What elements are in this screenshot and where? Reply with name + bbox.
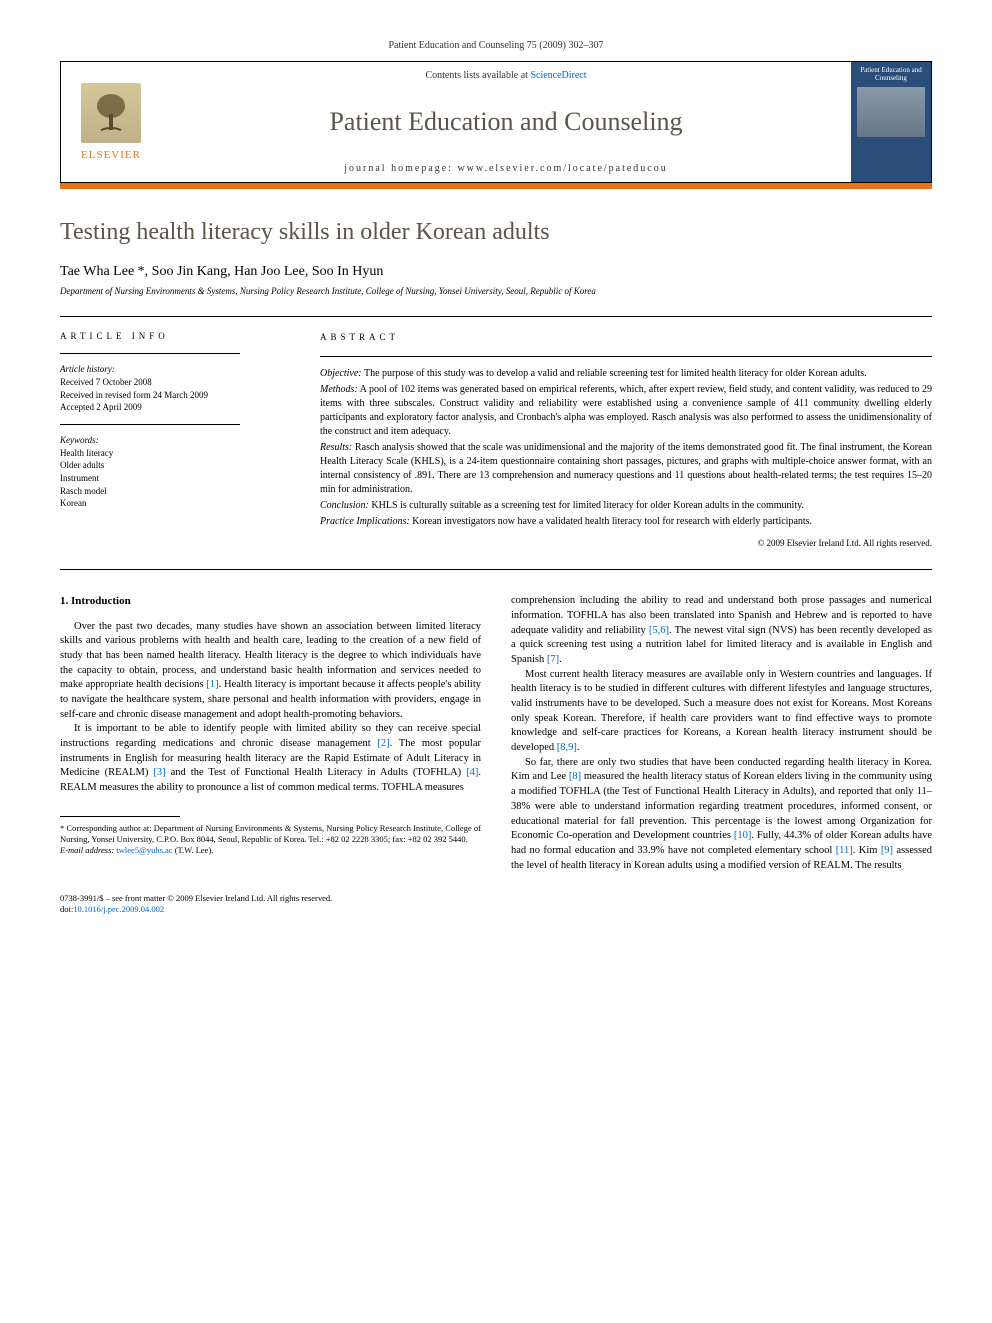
- revised-line: Received in revised form 24 March 2009: [60, 389, 280, 402]
- journal-cover-thumbnail[interactable]: Patient Education and Counseling: [851, 62, 931, 182]
- email-footnote: E-mail address: twlee5@yuhs.ac (T.W. Lee…: [60, 845, 481, 856]
- conclusion-text: KHLS is culturally suitable as a screeni…: [369, 500, 804, 511]
- contents-prefix: Contents lists available at: [425, 70, 530, 81]
- abstract-objective: Objective: The purpose of this study was…: [320, 367, 932, 381]
- abstract-conclusion: Conclusion: KHLS is culturally suitable …: [320, 499, 932, 513]
- keywords-label: Keywords:: [60, 435, 280, 445]
- footer-block: 0738-3991/$ – see front matter © 2009 El…: [60, 893, 932, 915]
- c2p3d: . Kim: [853, 845, 881, 856]
- ref-link[interactable]: [2]: [377, 738, 389, 749]
- p2c: and the Test of Functional Health Litera…: [166, 767, 466, 778]
- doi-link[interactable]: 10.1016/j.pec.2009.04.002: [73, 904, 164, 914]
- conclusion-label: Conclusion:: [320, 500, 369, 511]
- footer-copyright: 0738-3991/$ – see front matter © 2009 El…: [60, 893, 932, 904]
- abstract-heading: ABSTRACT: [320, 331, 932, 344]
- elsevier-text: ELSEVIER: [81, 149, 141, 161]
- elsevier-logo[interactable]: ELSEVIER: [61, 62, 161, 182]
- methods-text: A pool of 102 items was generated based …: [320, 384, 932, 437]
- divider: [60, 569, 932, 570]
- sciencedirect-link[interactable]: ScienceDirect: [530, 70, 586, 81]
- journal-banner: ELSEVIER Contents lists available at Sci…: [60, 61, 932, 183]
- ref-link[interactable]: [11]: [836, 845, 853, 856]
- journal-name: Patient Education and Counseling: [329, 107, 682, 137]
- ref-link[interactable]: [10]: [734, 830, 752, 841]
- article-info-sidebar: ARTICLE INFO Article history: Received 7…: [60, 317, 300, 549]
- corresponding-author-footnote: * Corresponding author at: Department of…: [60, 823, 481, 845]
- col2-para-3: So far, there are only two studies that …: [511, 756, 932, 874]
- ref-link[interactable]: [1]: [206, 679, 218, 690]
- left-column: 1. Introduction Over the past two decade…: [60, 594, 481, 873]
- c2p1c: .: [559, 654, 562, 665]
- footnote-separator: [60, 816, 180, 817]
- keyword: Rasch model: [60, 485, 280, 498]
- email-label: E-mail address:: [60, 845, 116, 855]
- c2p2b: .: [577, 742, 580, 753]
- abstract-methods: Methods: A pool of 102 items was generat…: [320, 383, 932, 439]
- abstract-results: Results: Rasch analysis showed that the …: [320, 441, 932, 497]
- results-text: Rasch analysis showed that the scale was…: [320, 442, 932, 495]
- header-citation: Patient Education and Counseling 75 (200…: [60, 40, 932, 51]
- accepted-line: Accepted 2 April 2009: [60, 401, 280, 414]
- col2-para-2: Most current health literacy measures ar…: [511, 668, 932, 756]
- ref-link[interactable]: [9]: [881, 845, 893, 856]
- right-column: comprehension including the ability to r…: [511, 594, 932, 873]
- cover-title: Patient Education and Counseling: [855, 66, 927, 83]
- practice-label: Practice Implications:: [320, 516, 410, 527]
- results-label: Results:: [320, 442, 352, 453]
- section-heading-intro: 1. Introduction: [60, 594, 481, 609]
- ref-link[interactable]: [4]: [466, 767, 478, 778]
- received-line: Received 7 October 2008: [60, 376, 280, 389]
- objective-text: The purpose of this study was to develop…: [362, 368, 867, 379]
- keyword: Korean: [60, 497, 280, 510]
- elsevier-tree-icon: [81, 83, 141, 143]
- email-suffix: (T.W. Lee).: [173, 845, 214, 855]
- ref-link[interactable]: [8]: [569, 771, 581, 782]
- contents-line: Contents lists available at ScienceDirec…: [425, 70, 586, 81]
- doi-prefix: doi:: [60, 904, 73, 914]
- keyword: Older adults: [60, 459, 280, 472]
- cover-image: [857, 87, 925, 137]
- intro-para-1: Over the past two decades, many studies …: [60, 620, 481, 723]
- abstract-copyright: © 2009 Elsevier Ireland Ltd. All rights …: [320, 537, 932, 550]
- intro-para-2: It is important to be able to identify p…: [60, 722, 481, 795]
- abstract-practice: Practice Implications: Korean investigat…: [320, 515, 932, 529]
- authors-line: Tae Wha Lee *, Soo Jin Kang, Han Joo Lee…: [60, 264, 932, 280]
- info-divider: [60, 424, 240, 425]
- history-label: Article history:: [60, 364, 280, 374]
- abstract-divider: [320, 356, 932, 357]
- keyword: Instrument: [60, 472, 280, 485]
- homepage-prefix: journal homepage:: [344, 163, 457, 174]
- body-columns: 1. Introduction Over the past two decade…: [60, 594, 932, 873]
- objective-label: Objective:: [320, 368, 362, 379]
- c2p2a: Most current health literacy measures ar…: [511, 669, 932, 753]
- methods-label: Methods:: [320, 384, 358, 395]
- orange-divider-bar: [60, 183, 932, 189]
- info-divider: [60, 353, 240, 354]
- ref-link[interactable]: [5,6]: [649, 625, 669, 636]
- email-link[interactable]: twlee5@yuhs.ac: [116, 845, 172, 855]
- keyword: Health literacy: [60, 447, 280, 460]
- ref-link[interactable]: [7]: [547, 654, 559, 665]
- practice-text: Korean investigators now have a validate…: [410, 516, 812, 527]
- col2-para-1: comprehension including the ability to r…: [511, 594, 932, 667]
- homepage-line: journal homepage: www.elsevier.com/locat…: [344, 163, 668, 174]
- ref-link[interactable]: [8,9]: [557, 742, 577, 753]
- article-info-heading: ARTICLE INFO: [60, 331, 280, 341]
- article-title: Testing health literacy skills in older …: [60, 219, 932, 246]
- banner-center: Contents lists available at ScienceDirec…: [161, 62, 851, 182]
- homepage-url[interactable]: www.elsevier.com/locate/pateducou: [457, 163, 667, 174]
- page-container: Patient Education and Counseling 75 (200…: [0, 0, 992, 955]
- footer-doi: doi:10.1016/j.pec.2009.04.002: [60, 904, 932, 915]
- abstract-block: ABSTRACT Objective: The purpose of this …: [300, 317, 932, 549]
- affiliation-line: Department of Nursing Environments & Sys…: [60, 286, 932, 296]
- info-abstract-row: ARTICLE INFO Article history: Received 7…: [60, 317, 932, 549]
- ref-link[interactable]: [3]: [153, 767, 165, 778]
